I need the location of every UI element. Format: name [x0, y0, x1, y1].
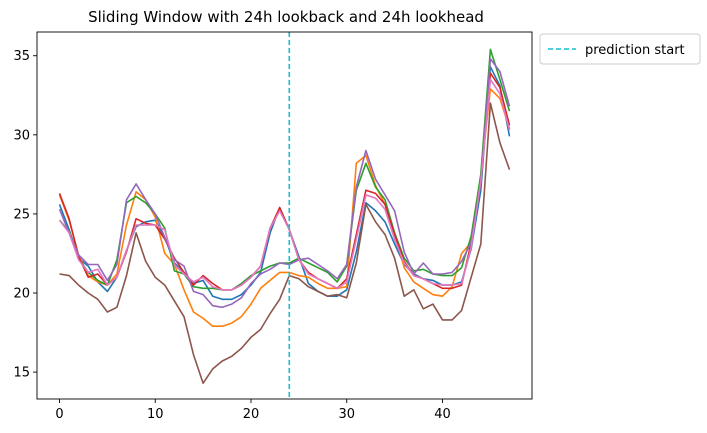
x-tick-label: 30	[338, 407, 355, 422]
legend-frame	[539, 33, 701, 65]
x-tick-label: 20	[243, 407, 260, 422]
legend-label-prediction-start: prediction start	[585, 43, 685, 58]
x-tick-label: 40	[434, 407, 451, 422]
y-tick-label: 15	[13, 366, 30, 381]
series-line-7	[58, 78, 511, 291]
series-line-6	[59, 102, 511, 385]
y-axis: 15 20 25 30 35	[13, 49, 37, 381]
series-line-4	[58, 72, 511, 291]
x-tick-label: 10	[147, 407, 164, 422]
y-tick-label: 25	[13, 207, 30, 222]
series-line-2	[58, 88, 511, 328]
y-tick-label: 35	[13, 49, 30, 64]
series-line-5	[58, 58, 511, 309]
series-line-3	[58, 48, 511, 291]
plot-area	[36, 31, 533, 400]
legend: prediction start	[539, 33, 701, 65]
x-tick-label: 0	[55, 407, 63, 422]
x-axis: 0 10 20 30 40	[55, 399, 451, 422]
y-tick-label: 30	[13, 128, 30, 143]
chart-title: Sliding Window with 24h lookback and 24h…	[88, 8, 484, 26]
plot-frame	[36, 31, 533, 400]
y-tick-label: 20	[13, 287, 30, 302]
